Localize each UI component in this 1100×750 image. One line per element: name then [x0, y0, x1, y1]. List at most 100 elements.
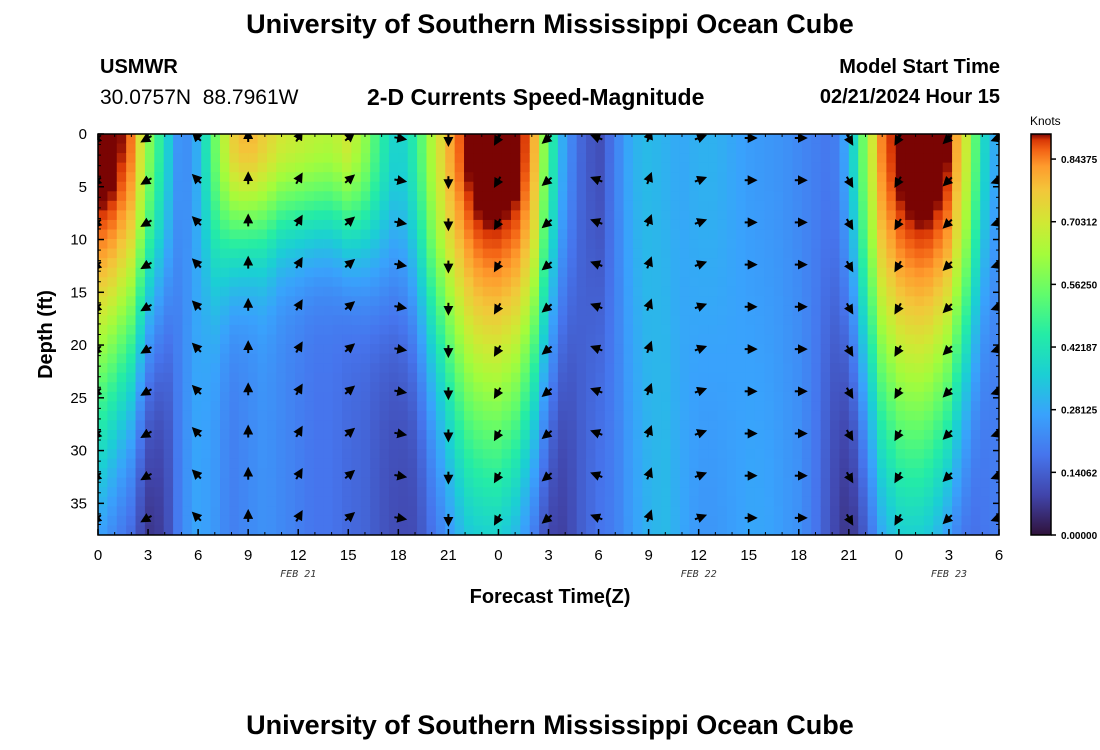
heatmap-cell [473, 515, 484, 527]
heatmap-cell [351, 219, 362, 231]
heatmap-cell [670, 134, 681, 145]
heatmap-cell [745, 210, 756, 221]
heatmap-cell [388, 487, 399, 498]
heatmap-cell [670, 296, 681, 307]
heatmap-cell [586, 353, 597, 364]
heatmap-cell [708, 382, 719, 393]
heatmap-cell [360, 172, 371, 183]
heatmap-cell [154, 229, 165, 240]
heatmap-cell [717, 382, 728, 393]
heatmap-cell [417, 439, 428, 450]
heatmap-cell [980, 334, 991, 345]
heatmap-cell [614, 458, 625, 469]
heatmap-cell [238, 181, 249, 192]
x-axis-label: Forecast Time(Z) [469, 586, 631, 608]
heatmap-cell [295, 162, 306, 173]
heatmap-cell [370, 296, 381, 307]
heatmap-cell [454, 372, 465, 383]
heatmap-cell [276, 487, 287, 498]
heatmap-cell [332, 267, 343, 278]
heatmap-cell [426, 487, 437, 498]
heatmap-cell [144, 229, 155, 240]
heatmap-cell [989, 439, 999, 450]
heatmap-cell [173, 239, 184, 250]
heatmap-cell [670, 496, 681, 507]
heatmap-cell [163, 248, 174, 259]
heatmap-cell [116, 277, 127, 288]
heatmap-cell [961, 172, 972, 183]
current-vector [293, 256, 303, 269]
heatmap-cell [886, 496, 897, 507]
heatmap-cell [933, 487, 944, 498]
heatmap-cell [492, 200, 503, 211]
heatmap-cell [754, 458, 765, 469]
heatmap-cell [417, 401, 428, 412]
heatmap-cell [961, 267, 972, 278]
heatmap-cell [858, 305, 869, 317]
heatmap-cell [126, 305, 137, 317]
heatmap-cell [407, 334, 418, 345]
heatmap-cell [736, 420, 747, 431]
heatmap-cell [182, 334, 193, 345]
heatmap-cell [501, 210, 512, 221]
heatmap-cell [229, 181, 240, 192]
heatmap-cell [651, 372, 662, 383]
heatmap-cell [407, 525, 418, 535]
heatmap-cell [848, 429, 859, 441]
heatmap-cell [342, 162, 353, 173]
heatmap-cell [323, 353, 334, 364]
heatmap-cell [689, 200, 700, 211]
heatmap-cell [811, 458, 822, 469]
heatmap-cell [717, 239, 728, 250]
heatmap-cell [210, 267, 221, 278]
heatmap-cell [210, 153, 221, 164]
heatmap-cell [801, 496, 812, 507]
heatmap-cell [717, 134, 728, 145]
heatmap-cell [332, 468, 343, 479]
heatmap-cell [651, 239, 662, 250]
heatmap-cell [604, 372, 615, 383]
heatmap-cell [651, 468, 662, 479]
heatmap-cell [726, 353, 737, 364]
heatmap-cell [482, 286, 493, 297]
current-vector [493, 429, 504, 442]
heatmap-cell [839, 191, 850, 202]
heatmap-cell [548, 239, 559, 250]
heatmap-cell [632, 153, 643, 164]
heatmap-cell [764, 239, 775, 250]
heatmap-cell [632, 372, 643, 383]
heatmap-cell [285, 429, 296, 441]
heatmap-cell [492, 248, 503, 259]
heatmap-cell [764, 496, 775, 507]
heatmap-cell [464, 372, 475, 383]
heatmap-cell [144, 248, 155, 259]
heatmap-cell [632, 229, 643, 240]
heatmap-cell [980, 468, 991, 479]
heatmap-cell [154, 429, 165, 441]
heatmap-cell [717, 143, 728, 154]
heatmap-cell [473, 181, 484, 192]
heatmap-cell [961, 458, 972, 469]
heatmap-cell [379, 277, 390, 288]
footer-title: University of Southern Mississippi Ocean… [246, 710, 854, 740]
heatmap-cell [445, 277, 456, 288]
heatmap-cell [867, 153, 878, 164]
heatmap-cell [914, 525, 925, 535]
heatmap-cell [304, 420, 315, 431]
heatmap-cell [858, 229, 869, 240]
heatmap-cell [820, 458, 831, 469]
heatmap-cell [482, 429, 493, 441]
heatmap-cell [952, 229, 963, 240]
heatmap-cell [811, 496, 822, 507]
heatmap-cell [407, 248, 418, 259]
heatmap-cell [332, 153, 343, 164]
heatmap-cell [482, 439, 493, 450]
heatmap-cell [801, 296, 812, 307]
heatmap-cell [295, 248, 306, 259]
heatmap-cell [201, 477, 212, 488]
heatmap-cell [388, 391, 399, 402]
heatmap-cell [360, 391, 371, 402]
heatmap-cell [201, 277, 212, 288]
heatmap-cell [595, 229, 606, 240]
heatmap-cell [773, 401, 784, 412]
